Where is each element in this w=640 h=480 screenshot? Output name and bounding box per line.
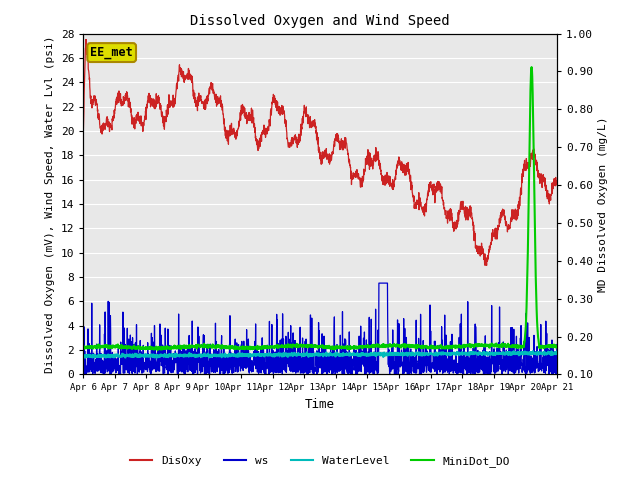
Legend: DisOxy, ws, WaterLevel, MiniDot_DO: DisOxy, ws, WaterLevel, MiniDot_DO [125, 451, 515, 471]
Title: Dissolved Oxygen and Wind Speed: Dissolved Oxygen and Wind Speed [190, 14, 450, 28]
Y-axis label: Dissolved Oxygen (mV), Wind Speed, Water Lvl (psi): Dissolved Oxygen (mV), Wind Speed, Water… [45, 35, 55, 373]
Y-axis label: MD Dissolved Oxygen (mg/L): MD Dissolved Oxygen (mg/L) [598, 116, 609, 292]
Text: EE_met: EE_met [90, 46, 133, 59]
X-axis label: Time: Time [305, 398, 335, 411]
